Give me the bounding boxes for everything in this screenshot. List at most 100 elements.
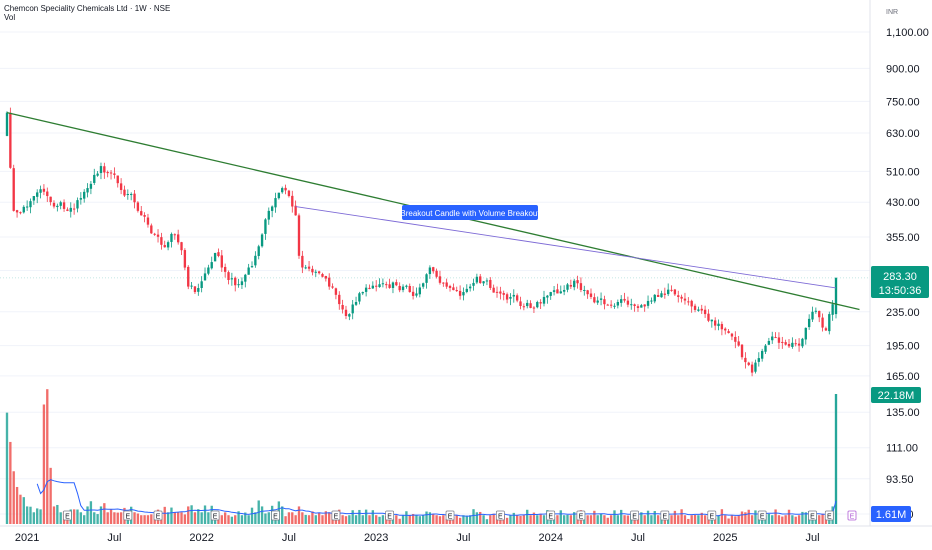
candle-body [401,286,405,291]
volume-bar [660,516,663,524]
candle-body [438,276,442,283]
candle-body [485,280,489,282]
earnings-event-marker[interactable]: E [331,510,341,521]
earnings-event-marker[interactable]: E [153,510,163,521]
volume-bar [29,506,32,524]
volume-bar [247,515,250,524]
candle-body [646,300,650,306]
candle-body [314,271,317,273]
candle-body [462,292,465,296]
volume-bar [371,510,375,524]
candle-body [344,309,348,316]
earnings-event-marker[interactable]: E [660,510,670,521]
earnings-event-marker[interactable]: E [210,510,220,521]
volume-bar [720,509,724,524]
volume-bar [472,509,475,524]
volume-bar [462,515,465,524]
candle-body [12,168,15,211]
candle-body [39,189,42,193]
candle-body [750,364,754,373]
volume-bar [539,513,542,524]
candle-body [83,191,86,199]
volume-bar [740,511,744,524]
volume-bar [509,515,512,524]
candle-body [140,211,143,216]
candle-body [176,234,180,243]
candle-body [609,304,613,306]
price-tick-label: 750.00 [886,96,920,108]
candle-body [660,293,663,298]
volume-bar [489,515,492,524]
candle-body [277,192,281,199]
volume-bar [244,512,247,524]
time-axis[interactable]: 2021 Jul 2022 Jul 2023 Jul 2024 Jul 2025 Jul [15,532,820,544]
earnings-event-marker[interactable]: E [385,510,394,521]
earnings-event-marker[interactable]: E [576,510,586,521]
candle-body [596,300,599,303]
volume-bar [79,512,83,524]
candle-body [509,296,512,299]
candle-body [677,295,680,297]
volume-bar [86,506,89,524]
candle-body [36,192,39,197]
upcoming-earnings-box [847,510,857,521]
volume-bar [307,515,311,524]
volume-bar [505,517,509,524]
volume-bar [190,505,193,524]
earnings-event-marker[interactable]: E [445,510,455,521]
volume-bar [522,515,526,524]
earnings-event-letter: E [760,514,765,521]
earnings-event-marker[interactable]: E [546,510,556,521]
volume-bar [650,515,653,524]
earnings-event-marker[interactable]: E [824,510,834,521]
earnings-event-marker[interactable]: E [757,510,767,521]
candle-body [519,301,522,306]
earnings-event-marker[interactable]: E [496,510,505,521]
candle-body [291,195,294,207]
earnings-event-marker[interactable]: E [707,510,717,521]
candle-body [824,328,828,331]
candle-body [623,298,626,301]
candle-body [72,208,76,210]
earnings-event-marker[interactable]: E [630,510,639,521]
volume-bar [240,515,244,524]
candle-body [207,267,210,274]
earnings-event-marker[interactable]: E [808,510,817,521]
earnings-event-marker[interactable]: E [271,510,280,521]
volume-bar [113,512,116,524]
candle-body [814,310,818,312]
volume-bar [687,518,690,524]
earnings-event-marker[interactable]: E [63,510,72,521]
volume-bar [593,510,596,524]
candle-body [106,172,109,174]
volume-bar [119,512,123,524]
candle-body [777,337,781,343]
candle-body [613,305,616,307]
candle-body [687,301,690,303]
candle-body [579,283,583,291]
earnings-event-marker[interactable]: E [123,510,133,521]
candle-body [274,198,277,208]
breakout-annotation[interactable]: Breakout Candle with Volume Breakout [400,205,540,220]
upcoming-earnings-marker[interactable]: E [847,510,857,521]
price-tick-label: 1,100.00 [886,27,929,39]
volume-bar [19,494,22,524]
candle-body [234,277,237,286]
candle-body [223,266,227,272]
candle-body [707,313,710,321]
volume-bar [163,506,166,524]
channel-line[interactable] [295,206,837,289]
candle-body [801,338,804,347]
earnings-event-box [496,510,505,521]
candle-body [321,274,324,277]
volume-bar [700,512,703,524]
volume-bar [442,515,445,524]
candle-body [479,276,482,284]
candle-body [747,362,750,365]
candle-body [130,193,133,195]
candle-body [636,306,640,308]
volume-ma-tag: 1.61M [871,506,911,522]
earnings-event-box [757,510,767,521]
volume-bar [103,503,106,524]
